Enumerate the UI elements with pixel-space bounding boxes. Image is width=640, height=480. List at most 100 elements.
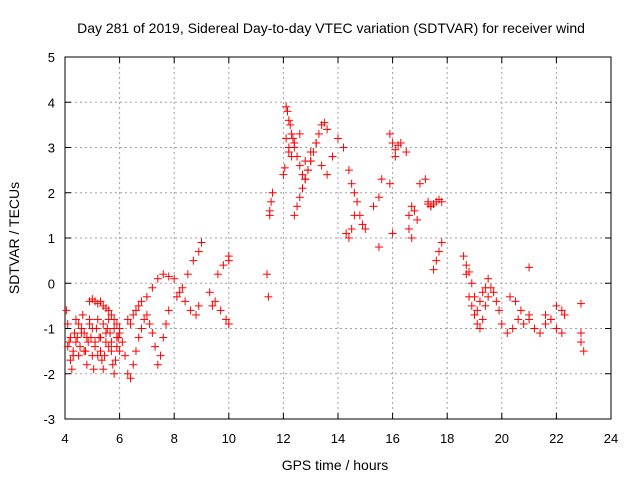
x-tick-label: 22 <box>549 431 563 446</box>
data-point <box>514 315 523 324</box>
data-point <box>486 283 495 292</box>
data-point <box>437 238 446 247</box>
data-point <box>110 324 119 333</box>
data-point <box>129 360 138 369</box>
data-point <box>283 107 292 116</box>
data-point <box>361 224 370 233</box>
data-point <box>208 301 217 310</box>
data-point <box>159 270 168 279</box>
data-point <box>148 283 157 292</box>
data-point <box>407 202 416 211</box>
data-point <box>115 347 124 356</box>
data-point <box>123 369 132 378</box>
data-point <box>505 292 514 301</box>
data-point <box>353 197 362 206</box>
data-point <box>489 288 498 297</box>
data-point <box>197 238 206 247</box>
data-point <box>112 319 121 328</box>
data-point <box>205 288 214 297</box>
data-point <box>107 347 116 356</box>
data-point <box>374 193 383 202</box>
data-point <box>78 310 87 319</box>
data-point <box>437 197 446 206</box>
data-point <box>295 161 304 170</box>
x-tick-label: 18 <box>440 431 454 446</box>
data-point <box>328 152 337 161</box>
data-point <box>290 211 299 220</box>
data-point <box>88 324 97 333</box>
y-tick-label: 2 <box>48 186 55 201</box>
data-point <box>121 351 130 360</box>
data-point <box>388 138 397 147</box>
data-point <box>100 351 109 360</box>
data-point <box>63 342 72 351</box>
data-point <box>91 338 100 347</box>
data-point <box>216 306 225 315</box>
data-point <box>511 297 520 306</box>
chart-title: Day 281 of 2019, Sidereal Day-to-day VTE… <box>77 20 585 36</box>
data-point <box>295 193 304 202</box>
data-point <box>462 270 471 279</box>
x-tick-label: 4 <box>61 431 68 446</box>
data-point <box>148 329 157 338</box>
data-point <box>576 299 585 308</box>
data-point <box>579 347 588 356</box>
data-point <box>118 338 127 347</box>
data-point <box>126 319 135 328</box>
data-point <box>213 270 222 279</box>
data-point <box>192 310 201 319</box>
data-point <box>284 116 293 125</box>
data-point <box>129 310 138 319</box>
data-point <box>344 166 353 175</box>
data-point <box>391 145 400 154</box>
data-point <box>115 329 124 338</box>
data-point <box>358 220 367 229</box>
data-point <box>74 319 83 328</box>
data-point <box>93 315 102 324</box>
data-point <box>103 324 112 333</box>
data-point <box>347 224 356 233</box>
data-point <box>293 202 302 211</box>
data-point <box>478 315 487 324</box>
data-point <box>576 329 585 338</box>
data-point <box>99 365 108 374</box>
data-point <box>134 301 143 310</box>
data-point <box>110 315 119 324</box>
data-point <box>153 360 162 369</box>
data-point <box>350 188 359 197</box>
y-axis-label: SDTVAR / TECUs <box>6 182 22 294</box>
x-tick-label: 10 <box>222 431 236 446</box>
data-point <box>194 301 203 310</box>
data-point <box>435 247 444 256</box>
x-tick-label: 16 <box>385 431 399 446</box>
data-point <box>290 138 299 147</box>
data-point <box>467 279 476 288</box>
data-point <box>552 301 561 310</box>
data-point <box>211 297 220 306</box>
data-point <box>84 338 93 347</box>
data-point <box>481 301 490 310</box>
data-point <box>183 270 192 279</box>
data-point <box>142 292 151 301</box>
data-point <box>462 261 471 270</box>
data-point <box>71 338 80 347</box>
data-point <box>137 324 146 333</box>
data-point <box>104 306 113 315</box>
data-point <box>263 270 272 279</box>
data-point <box>170 274 179 283</box>
data-point <box>391 152 400 161</box>
data-point <box>298 170 307 179</box>
data-point <box>123 315 132 324</box>
data-point <box>76 342 85 351</box>
x-axis-label: GPS time / hours <box>282 457 389 473</box>
data-point <box>576 338 585 347</box>
data-point <box>151 342 160 351</box>
data-point <box>186 306 195 315</box>
data-point <box>421 175 430 184</box>
data-point <box>110 369 119 378</box>
data-point <box>153 274 162 283</box>
data-point <box>282 102 291 111</box>
data-point <box>334 134 342 143</box>
data-point <box>126 374 135 383</box>
